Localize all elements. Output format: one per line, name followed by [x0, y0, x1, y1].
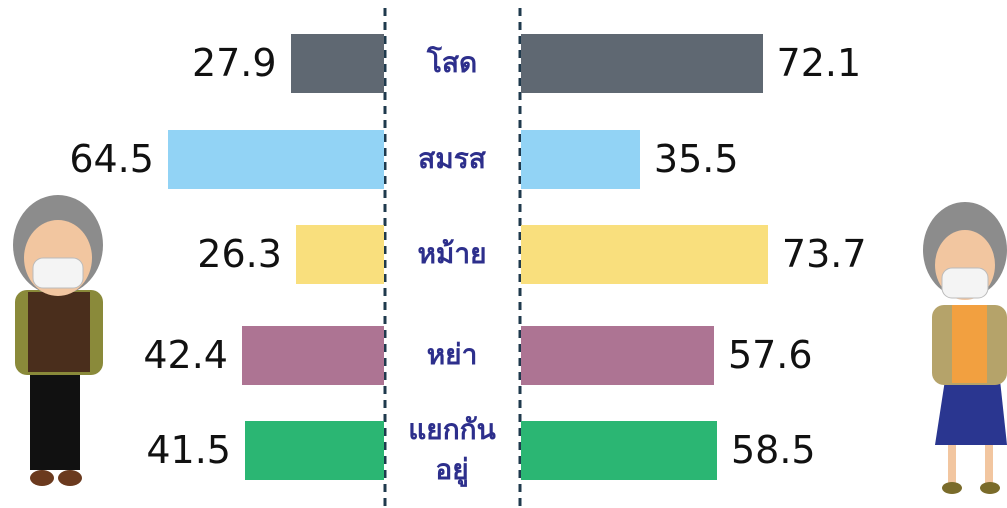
bar: [244, 420, 384, 480]
bar: [521, 33, 763, 93]
value-label: 58.5: [730, 427, 816, 472]
value-label: 57.6: [727, 332, 813, 377]
value-label: 73.7: [781, 231, 867, 276]
man-figure: [13, 195, 103, 486]
value-label: 42.4: [143, 332, 228, 377]
category-label: โสด: [426, 46, 478, 79]
value-label: 27.9: [191, 40, 277, 85]
bar: [521, 325, 714, 385]
bar: [521, 420, 717, 480]
bar: [521, 129, 640, 189]
value-label: 64.5: [69, 136, 154, 181]
category-label: แยกกันอยู่: [408, 413, 496, 486]
bar: [295, 224, 384, 284]
bar: [241, 325, 384, 385]
bar: [521, 224, 768, 284]
bar: [290, 33, 384, 93]
value-label: 41.5: [146, 427, 231, 472]
category-label: หย่า: [426, 338, 478, 371]
value-label: 26.3: [197, 231, 282, 276]
category-label: สมรส: [418, 142, 486, 175]
value-label: 72.1: [776, 40, 862, 85]
category-label: หม้าย: [417, 237, 487, 270]
woman-figure: [923, 202, 1007, 494]
value-label: 35.5: [653, 136, 739, 181]
bar: [167, 129, 384, 189]
